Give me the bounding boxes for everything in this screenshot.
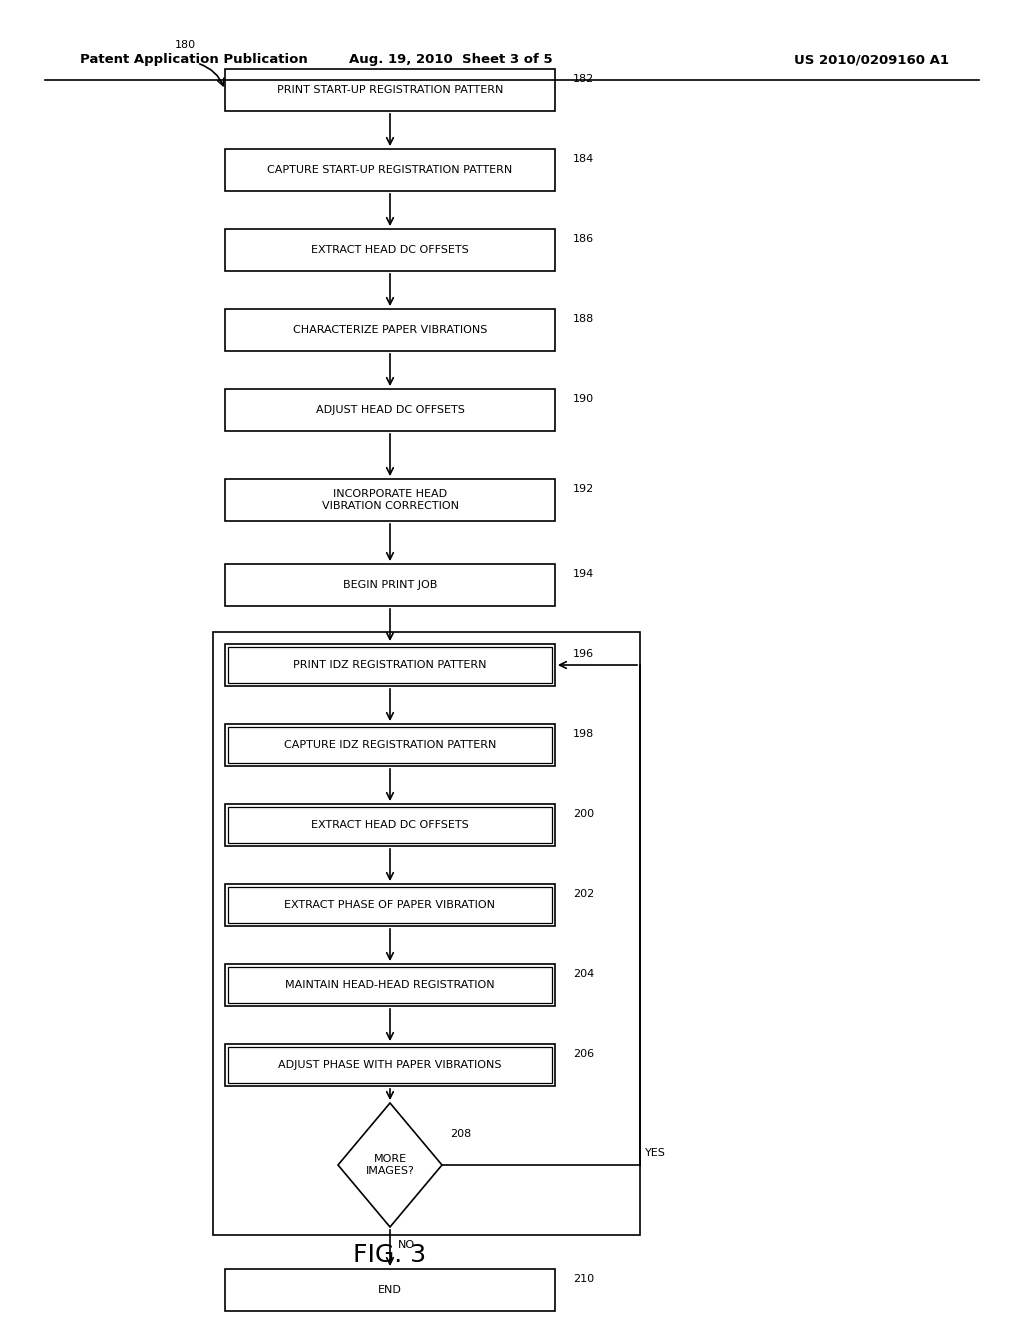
Bar (225, 1269, 555, 1311)
Text: US 2010/0209160 A1: US 2010/0209160 A1 (794, 54, 949, 66)
Text: CHARACTERIZE PAPER VIBRATIONS: CHARACTERIZE PAPER VIBRATIONS (293, 325, 487, 335)
Text: FIG. 3: FIG. 3 (353, 1243, 427, 1267)
Bar (228, 887, 552, 923)
Text: END: END (378, 1284, 402, 1295)
Text: ADJUST PHASE WITH PAPER VIBRATIONS: ADJUST PHASE WITH PAPER VIBRATIONS (279, 1060, 502, 1071)
Text: 198: 198 (573, 729, 594, 739)
Bar (228, 727, 552, 763)
Text: EXTRACT HEAD DC OFFSETS: EXTRACT HEAD DC OFFSETS (311, 246, 469, 255)
Text: 202: 202 (573, 888, 594, 899)
Bar (225, 564, 555, 606)
Text: PRINT IDZ REGISTRATION PATTERN: PRINT IDZ REGISTRATION PATTERN (293, 660, 486, 671)
Text: 182: 182 (573, 74, 594, 84)
Text: ADJUST HEAD DC OFFSETS: ADJUST HEAD DC OFFSETS (315, 405, 465, 414)
Text: 208: 208 (450, 1129, 471, 1139)
Text: YES: YES (645, 1148, 666, 1158)
Text: 190: 190 (573, 393, 594, 404)
Text: 206: 206 (573, 1049, 594, 1059)
Polygon shape (338, 1104, 442, 1228)
Text: Patent Application Publication: Patent Application Publication (80, 54, 308, 66)
Text: CAPTURE IDZ REGISTRATION PATTERN: CAPTURE IDZ REGISTRATION PATTERN (284, 741, 497, 750)
Bar (228, 807, 552, 843)
Text: 192: 192 (573, 484, 594, 494)
Bar (225, 804, 555, 846)
Text: 194: 194 (573, 569, 594, 579)
Bar (228, 647, 552, 682)
Bar (225, 723, 555, 766)
Text: INCORPORATE HEAD
VIBRATION CORRECTION: INCORPORATE HEAD VIBRATION CORRECTION (322, 490, 459, 511)
Text: 200: 200 (573, 809, 594, 818)
Text: Aug. 19, 2010  Sheet 3 of 5: Aug. 19, 2010 Sheet 3 of 5 (349, 54, 552, 66)
Text: 196: 196 (573, 649, 594, 659)
Text: 184: 184 (573, 154, 594, 164)
Text: 210: 210 (573, 1274, 594, 1284)
Text: CAPTURE START-UP REGISTRATION PATTERN: CAPTURE START-UP REGISTRATION PATTERN (267, 165, 513, 176)
Bar (225, 69, 555, 111)
Bar (225, 309, 555, 351)
Text: EXTRACT PHASE OF PAPER VIBRATION: EXTRACT PHASE OF PAPER VIBRATION (285, 900, 496, 909)
Bar (225, 228, 555, 271)
Bar (225, 1044, 555, 1086)
Text: 204: 204 (573, 969, 594, 979)
Bar (228, 1047, 552, 1082)
Text: EXTRACT HEAD DC OFFSETS: EXTRACT HEAD DC OFFSETS (311, 820, 469, 830)
Bar (225, 149, 555, 191)
Text: MAINTAIN HEAD-HEAD REGISTRATION: MAINTAIN HEAD-HEAD REGISTRATION (286, 979, 495, 990)
Text: BEGIN PRINT JOB: BEGIN PRINT JOB (343, 579, 437, 590)
Text: NO: NO (398, 1239, 415, 1250)
Bar (225, 964, 555, 1006)
Bar (228, 968, 552, 1003)
Text: PRINT START-UP REGISTRATION PATTERN: PRINT START-UP REGISTRATION PATTERN (276, 84, 503, 95)
Text: MORE
IMAGES?: MORE IMAGES? (366, 1154, 415, 1176)
Bar (225, 479, 555, 521)
Bar (213, 632, 640, 1236)
Bar (225, 644, 555, 686)
Bar (225, 884, 555, 927)
Text: 188: 188 (573, 314, 594, 323)
Text: 186: 186 (573, 234, 594, 244)
Text: 180: 180 (174, 40, 196, 50)
Bar (225, 389, 555, 432)
